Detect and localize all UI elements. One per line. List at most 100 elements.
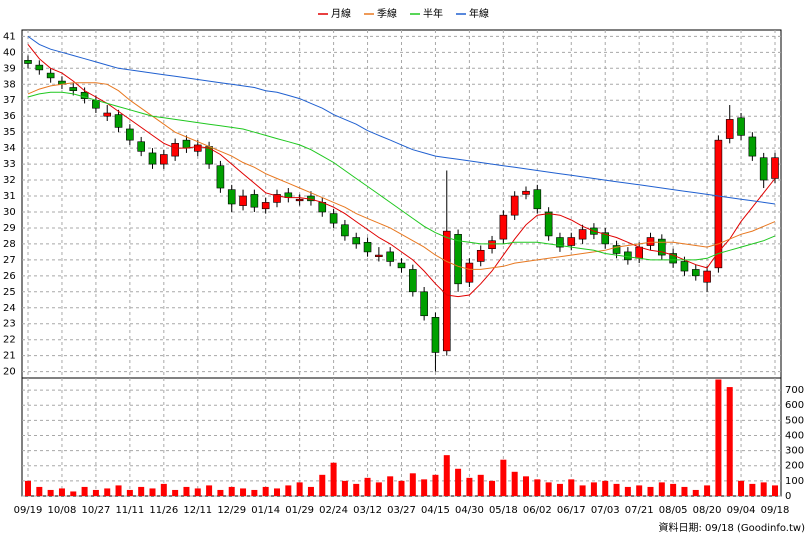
candle-body [46, 72, 55, 79]
x-tick-label: 07/21 [625, 505, 654, 516]
candle-body [612, 245, 621, 254]
volume-bar [262, 486, 269, 496]
volume-bar [330, 462, 337, 496]
y-tick-label: 35 [3, 127, 16, 138]
candle-body [363, 242, 372, 253]
candle-body [556, 237, 564, 248]
y-tick-label: 400 [785, 430, 804, 441]
volume-bar [251, 489, 258, 496]
candle-body [69, 87, 78, 91]
volume-bar [466, 477, 473, 496]
volume-bar [760, 482, 767, 496]
volume-bar [375, 482, 382, 496]
y-tick-label: 22 [3, 335, 16, 346]
x-tick-label: 01/29 [285, 505, 314, 516]
candle-body [216, 165, 225, 189]
volume-bar [681, 486, 688, 496]
candle-body [771, 157, 779, 179]
y-tick-label: 24 [3, 303, 16, 314]
candle-body [182, 139, 191, 149]
volume-bar [206, 485, 213, 496]
candle-body [567, 237, 576, 246]
candle-body [431, 317, 440, 353]
candle-body [397, 262, 406, 269]
volume-bar [183, 486, 190, 496]
volume-bar [228, 486, 235, 496]
volume-bar [647, 486, 654, 496]
volume-bar [749, 483, 756, 496]
y-tick-label: 40 [3, 47, 16, 58]
candle-body [171, 143, 179, 157]
volume-bar [172, 489, 179, 496]
volume-bar [715, 379, 722, 496]
volume-bar [92, 489, 99, 496]
candle-body [703, 270, 711, 283]
candle-body [465, 262, 474, 283]
volume-bar [772, 485, 778, 496]
candle-body [193, 144, 202, 152]
volume-bar [296, 482, 303, 496]
volume-bar [738, 480, 745, 496]
volume-bar [489, 480, 496, 496]
candle-body [544, 211, 553, 237]
volume-bar [568, 479, 575, 496]
x-tick-label: 10/08 [48, 505, 77, 516]
footer: 資料日期: 09/18 (Goodinfo.tw) [658, 521, 805, 534]
volume-bar [126, 489, 133, 496]
volume-bar [579, 485, 586, 496]
volume-bar [398, 480, 405, 496]
y-tick-label: 23 [3, 319, 16, 330]
legend-label: 年線 [469, 7, 489, 20]
candle-body [103, 112, 112, 117]
volume-bar [443, 455, 450, 496]
y-tick-label: 700 [785, 385, 804, 396]
candle-body [454, 234, 462, 285]
volume-bar [636, 485, 643, 496]
candle-body [522, 190, 530, 195]
x-tick-label: 04/30 [455, 505, 484, 516]
y-tick-label: 27 [3, 255, 16, 266]
volume-bar [670, 483, 677, 496]
volume-bar [274, 488, 280, 496]
volume-bar [545, 482, 552, 496]
y-tick-label: 28 [3, 239, 16, 250]
candle-body [499, 214, 508, 240]
candle-body [239, 195, 247, 206]
volume-bar [81, 486, 88, 496]
volume-bar [307, 486, 314, 496]
candle-body [725, 119, 734, 139]
y-tick-label: 100 [785, 476, 804, 487]
candle-body [227, 189, 236, 205]
volume-bar [409, 473, 416, 496]
volume-panel [21, 377, 782, 497]
y-tick-label: 33 [3, 159, 16, 170]
volume-bar [500, 459, 507, 496]
volume-bar [341, 480, 348, 496]
volume-bar [432, 474, 439, 496]
volume-bar [726, 387, 733, 496]
candle-body [341, 224, 349, 237]
candle-body [669, 253, 677, 264]
volume-bar [387, 476, 394, 496]
candle-body [160, 154, 168, 165]
candle-body [114, 114, 123, 128]
y-tick-label: 32 [3, 175, 16, 186]
candle-body [35, 64, 44, 71]
candle-body [126, 128, 134, 141]
legend-label: 半年 [423, 7, 443, 20]
y-tick-label: 21 [3, 351, 16, 362]
volume-bar [115, 485, 122, 496]
x-tick-label: 01/14 [251, 505, 280, 516]
x-tick-label: 06/02 [523, 505, 552, 516]
volume-bar [47, 489, 54, 496]
candle-body [295, 198, 304, 202]
volume-bar [602, 480, 609, 496]
x-tick-label: 04/15 [421, 505, 450, 516]
x-tick-label: 06/17 [557, 505, 586, 516]
volume-bar [534, 479, 541, 496]
candle-body [92, 99, 100, 109]
x-tick-label: 12/11 [183, 505, 212, 516]
x-tick-label: 11/26 [149, 505, 178, 516]
y-tick-label: 30 [3, 207, 16, 218]
x-tick-label: 05/18 [489, 505, 518, 516]
